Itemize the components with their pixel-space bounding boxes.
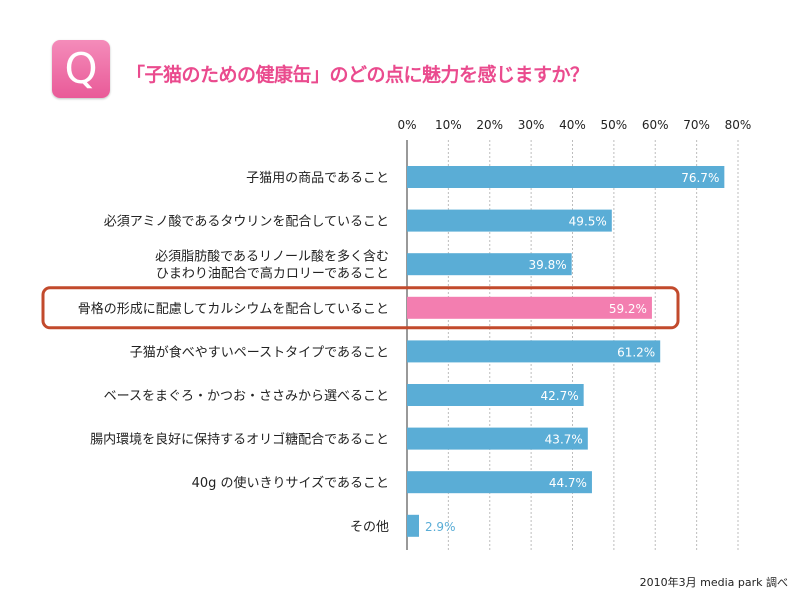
category-label-line: その他: [350, 520, 389, 535]
bar: [407, 471, 592, 494]
category-label: 骨格の形成に配慮してカルシウムを配合していること: [78, 301, 389, 317]
bar: [407, 427, 588, 450]
page-title: 「子猫のための健康缶」のどの点に魅力を感じますか？: [126, 64, 589, 86]
x-tick-label: 0%: [397, 118, 416, 132]
category-label: 40g の使いきりサイズであること: [192, 475, 389, 491]
category-label: 必須アミノ酸であるタウリンを配合していること: [104, 215, 389, 230]
category-label: ベースをまぐろ・かつお・ささみから選べること: [104, 389, 389, 404]
bar: [407, 340, 661, 363]
bar-value-label: 42.7%: [541, 389, 579, 403]
x-tick-label: 40%: [559, 118, 586, 132]
bar-value-label: 49.5%: [569, 215, 607, 229]
question-icon-letter: Q: [64, 44, 98, 93]
source-note: 2010年3月 media park 調べ: [639, 576, 788, 589]
category-label: その他: [350, 520, 389, 535]
category-label-line: 40g の使いきりサイズであること: [192, 475, 389, 491]
bar: [407, 253, 572, 276]
question-icon: Q: [52, 40, 110, 98]
x-tick-label: 10%: [435, 118, 462, 132]
x-tick-label: 30%: [518, 118, 545, 132]
category-label-line: 必須脂肪酸であるリノール酸を多く含む: [155, 249, 389, 265]
category-label: 必須脂肪酸であるリノール酸を多く含むひまわり油配合で高カロリーであること: [155, 249, 389, 282]
category-label-line: 必須アミノ酸であるタウリンを配合していること: [104, 215, 389, 230]
category-label-line: ひまわり油配合で高カロリーであること: [156, 266, 389, 282]
bar: [407, 209, 612, 232]
category-label: 腸内環境を良好に保持するオリゴ糖配合であること: [90, 432, 389, 448]
bar-value-label: 61.2%: [617, 345, 655, 359]
bar-value-label: 76.7%: [681, 171, 719, 185]
category-label-line: ベースをまぐろ・かつお・ささみから選べること: [104, 389, 389, 404]
bar: [407, 514, 419, 537]
category-label: 子猫用の商品であること: [246, 171, 389, 186]
bar-value-label: 59.2%: [609, 302, 647, 316]
highlight-frame: [41, 286, 680, 330]
category-label-line: 腸内環境を良好に保持するオリゴ糖配合であること: [90, 432, 389, 448]
x-tick-label: 80%: [725, 118, 752, 132]
x-tick-label: 70%: [683, 118, 710, 132]
x-tick-label: 60%: [642, 118, 669, 132]
category-label-line: 骨格の形成に配慮してカルシウムを配合していること: [78, 301, 389, 317]
category-label: 子猫が食べやすいペーストタイプであること: [130, 344, 389, 360]
category-label-line: 子猫用の商品であること: [246, 171, 389, 186]
x-tick-label: 20%: [476, 118, 503, 132]
bar-value-label: 39.8%: [529, 258, 567, 272]
category-label-line: 子猫が食べやすいペーストタイプであること: [130, 344, 389, 360]
bar-value-label: 2.9%: [425, 520, 456, 534]
bar: [407, 384, 584, 406]
bar-value-label: 43.7%: [545, 433, 583, 447]
bar: [407, 166, 725, 188]
bar-value-label: 44.7%: [549, 476, 587, 490]
bar: [407, 296, 652, 319]
x-tick-label: 50%: [601, 118, 628, 132]
